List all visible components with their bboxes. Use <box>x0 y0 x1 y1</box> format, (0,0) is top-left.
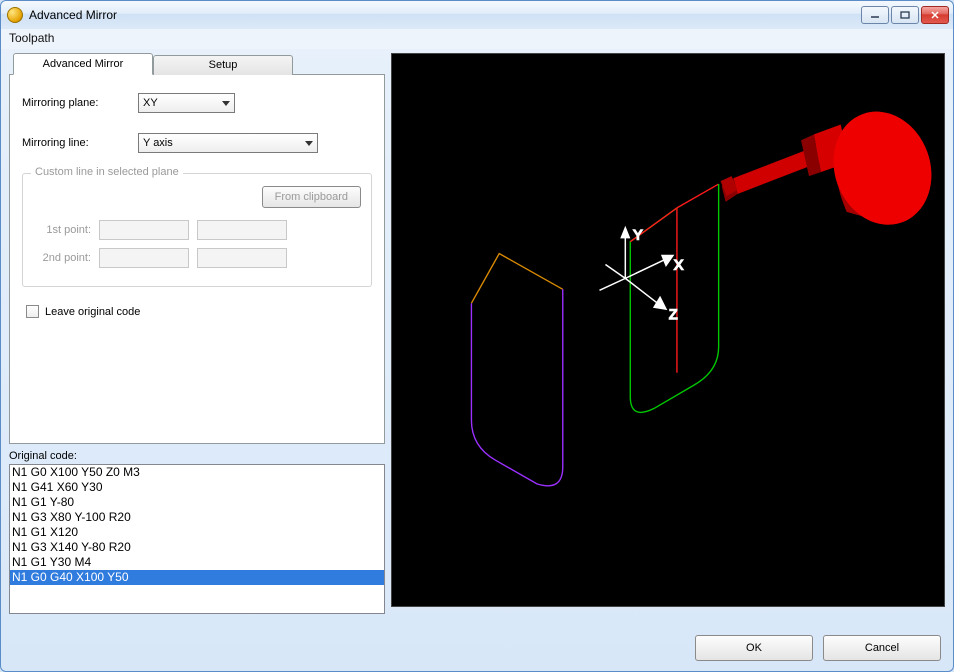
footer: OK Cancel <box>1 625 953 671</box>
code-line[interactable]: N1 G1 X120 <box>10 525 384 540</box>
code-line[interactable]: N1 G3 X80 Y-100 R20 <box>10 510 384 525</box>
input-second-point-y[interactable] <box>197 248 287 268</box>
titlebar: Advanced Mirror <box>1 1 953 29</box>
code-line[interactable]: N1 G41 X60 Y30 <box>10 480 384 495</box>
axis-y-label: Y <box>633 227 642 243</box>
minimize-button[interactable] <box>861 6 889 24</box>
legend-custom-line: Custom line in selected plane <box>31 166 183 178</box>
select-mirroring-line-value: Y axis <box>143 137 173 149</box>
row-mirroring-line: Mirroring line: Y axis <box>22 133 372 153</box>
window: Advanced Mirror Toolpath Advanced Mirror… <box>0 0 954 672</box>
tab-row: Advanced Mirror Setup <box>9 53 385 75</box>
maximize-button[interactable] <box>891 6 919 24</box>
code-line[interactable]: N1 G0 X100 Y50 Z0 M3 <box>10 465 384 480</box>
label-leave-original: Leave original code <box>45 306 140 318</box>
input-second-point-x[interactable] <box>99 248 189 268</box>
tab-panel: Mirroring plane: XY Mirroring line: Y ax… <box>9 74 385 444</box>
app-icon <box>7 7 23 23</box>
left-panel: Advanced Mirror Setup Mirroring plane: X… <box>9 53 385 625</box>
button-ok[interactable]: OK <box>695 635 813 661</box>
menubar: Toolpath <box>1 29 953 49</box>
row-first-point: 1st point: <box>33 220 361 240</box>
button-from-clipboard[interactable]: From clipboard <box>262 186 361 208</box>
code-line[interactable]: N1 G1 Y-80 <box>10 495 384 510</box>
window-title: Advanced Mirror <box>29 8 861 22</box>
row-leave-original: Leave original code <box>26 305 372 318</box>
viewport-3d[interactable]: Y X Z <box>391 53 945 607</box>
label-first-point: 1st point: <box>33 224 91 236</box>
axis-x-label: X <box>674 256 683 272</box>
list-original-code[interactable]: N1 G0 X100 Y50 Z0 M3N1 G41 X60 Y30N1 G1 … <box>9 464 385 614</box>
tab-setup[interactable]: Setup <box>153 55 293 75</box>
axis-z-label: Z <box>669 306 678 322</box>
row-second-point: 2nd point: <box>33 248 361 268</box>
select-mirroring-line[interactable]: Y axis <box>138 133 318 153</box>
label-original-code: Original code: <box>9 450 385 462</box>
input-first-point-x[interactable] <box>99 220 189 240</box>
label-mirroring-line: Mirroring line: <box>22 137 138 149</box>
content-area: Advanced Mirror Setup Mirroring plane: X… <box>1 49 953 625</box>
code-line[interactable]: N1 G3 X140 Y-80 R20 <box>10 540 384 555</box>
row-mirroring-plane: Mirroring plane: XY <box>22 93 372 113</box>
label-second-point: 2nd point: <box>33 252 91 264</box>
code-line[interactable]: N1 G1 Y30 M4 <box>10 555 384 570</box>
viewport-svg: Y X Z <box>392 54 944 606</box>
chevron-down-icon <box>222 101 230 106</box>
select-mirroring-plane[interactable]: XY <box>138 93 235 113</box>
code-line[interactable]: N1 G0 G40 X100 Y50 <box>10 570 384 585</box>
checkbox-leave-original[interactable] <box>26 305 39 318</box>
group-custom-line: Custom line in selected plane From clipb… <box>22 173 372 287</box>
tab-advanced-mirror[interactable]: Advanced Mirror <box>13 53 153 75</box>
select-mirroring-plane-value: XY <box>143 97 158 109</box>
window-buttons <box>861 6 949 24</box>
button-cancel[interactable]: Cancel <box>823 635 941 661</box>
input-first-point-y[interactable] <box>197 220 287 240</box>
close-button[interactable] <box>921 6 949 24</box>
menu-toolpath[interactable]: Toolpath <box>9 31 54 45</box>
chevron-down-icon <box>305 141 313 146</box>
label-mirroring-plane: Mirroring plane: <box>22 97 138 109</box>
